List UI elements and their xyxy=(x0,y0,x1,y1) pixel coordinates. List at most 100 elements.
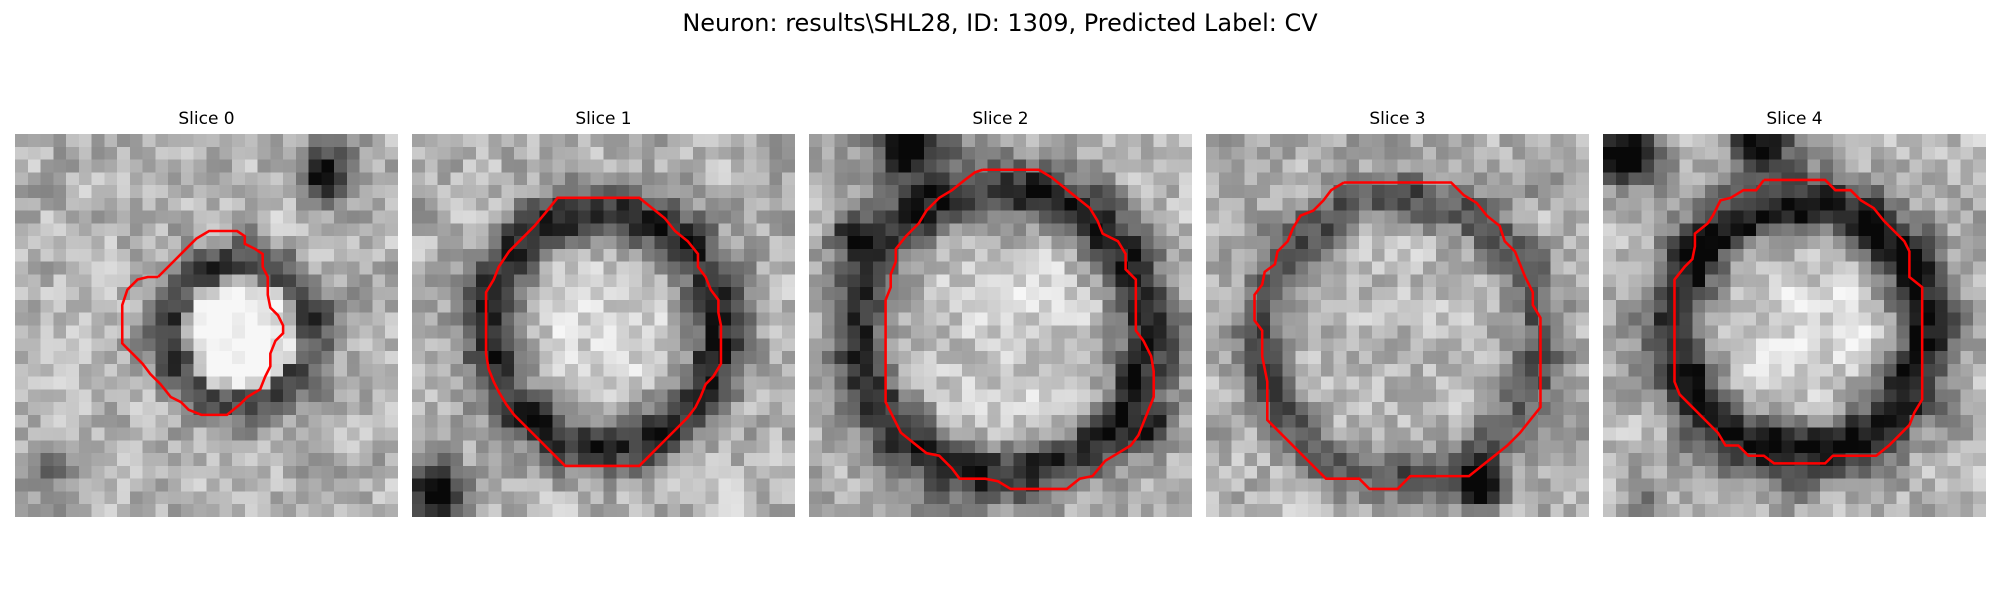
pixel xyxy=(501,363,515,377)
pixel xyxy=(692,427,706,441)
pixel xyxy=(1206,146,1220,160)
pixel xyxy=(66,146,80,160)
pixel xyxy=(1743,414,1757,428)
pixel xyxy=(1896,453,1910,467)
pixel xyxy=(283,363,297,377)
pixel xyxy=(885,465,899,479)
pixel xyxy=(372,427,386,441)
pixel xyxy=(1166,223,1180,237)
pixel xyxy=(1909,172,1923,186)
pixel xyxy=(718,453,732,467)
pixel xyxy=(1654,491,1668,505)
pixel xyxy=(692,287,706,301)
pixel xyxy=(295,351,309,365)
pixel xyxy=(1692,287,1706,301)
pixel xyxy=(1679,299,1693,313)
pixel xyxy=(1038,453,1052,467)
pixel xyxy=(1705,274,1719,288)
pixel xyxy=(1140,223,1154,237)
pixel xyxy=(603,236,617,250)
pixel xyxy=(1308,261,1322,275)
pixel xyxy=(821,402,835,416)
pixel xyxy=(424,465,438,479)
pixel xyxy=(1410,146,1424,160)
pixel xyxy=(232,440,246,454)
pixel xyxy=(821,376,835,390)
pixel xyxy=(1922,134,1936,148)
pixel xyxy=(1883,299,1897,313)
pixel xyxy=(1883,185,1897,199)
pixel xyxy=(1512,478,1526,492)
pixel xyxy=(1603,312,1617,326)
pixel xyxy=(270,491,284,505)
pixel xyxy=(1947,223,1961,237)
pixel xyxy=(539,274,553,288)
pixel xyxy=(1282,299,1296,313)
pixel xyxy=(334,223,348,237)
pixel xyxy=(1397,504,1411,517)
pixel xyxy=(705,236,719,250)
pixel xyxy=(104,402,118,416)
pixel xyxy=(129,389,143,403)
pixel xyxy=(1628,299,1642,313)
pixel xyxy=(359,197,373,211)
pixel xyxy=(872,414,886,428)
pixel xyxy=(475,414,489,428)
pixel xyxy=(270,312,284,326)
pixel xyxy=(1896,363,1910,377)
pixel xyxy=(1934,287,1948,301)
pixel xyxy=(962,440,976,454)
pixel xyxy=(1435,287,1449,301)
pixel xyxy=(1794,261,1808,275)
pixel xyxy=(1282,376,1296,390)
pixel xyxy=(1537,210,1551,224)
pixel xyxy=(488,146,502,160)
pixel xyxy=(1448,351,1462,365)
pixel xyxy=(1603,427,1617,441)
pixel xyxy=(565,248,579,262)
pixel xyxy=(1231,159,1245,173)
pixel xyxy=(257,491,271,505)
pixel xyxy=(117,134,131,148)
pixel xyxy=(40,287,54,301)
pixel xyxy=(1000,351,1014,365)
pixel xyxy=(809,402,823,416)
pixel xyxy=(1077,376,1091,390)
pixel xyxy=(1563,376,1577,390)
pixel xyxy=(1615,414,1629,428)
pixel xyxy=(1679,287,1693,301)
pixel xyxy=(257,159,271,173)
pixel xyxy=(1666,504,1680,517)
pixel xyxy=(180,299,194,313)
pixel xyxy=(974,338,988,352)
pixel xyxy=(91,376,105,390)
pixel xyxy=(782,299,795,313)
pixel xyxy=(1960,427,1974,441)
pixel xyxy=(1218,248,1232,262)
pixel xyxy=(860,351,874,365)
pixel xyxy=(1692,312,1706,326)
pixel xyxy=(860,427,874,441)
pixel xyxy=(283,299,297,313)
pixel xyxy=(743,185,757,199)
pixel xyxy=(488,185,502,199)
pixel xyxy=(911,287,925,301)
pixel xyxy=(501,223,515,237)
pixel xyxy=(1486,248,1500,262)
pixel xyxy=(257,185,271,199)
pixel xyxy=(142,134,156,148)
pixel xyxy=(1705,223,1719,237)
pixel xyxy=(1206,351,1220,365)
pixel xyxy=(475,210,489,224)
pixel xyxy=(1705,465,1719,479)
pixel xyxy=(1397,287,1411,301)
pixel xyxy=(219,338,233,352)
pixel xyxy=(15,351,29,365)
pixel xyxy=(117,210,131,224)
pixel xyxy=(782,389,795,403)
pixel xyxy=(1013,363,1027,377)
pixel xyxy=(1730,248,1744,262)
pixel xyxy=(1115,427,1129,441)
pixel xyxy=(78,261,92,275)
pixel xyxy=(1371,134,1385,148)
